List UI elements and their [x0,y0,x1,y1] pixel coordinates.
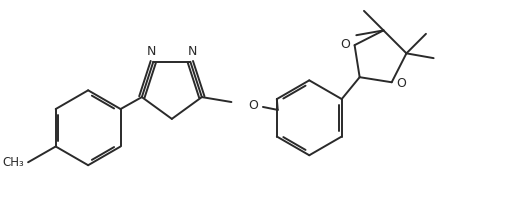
Text: O: O [397,77,407,90]
Text: O: O [340,38,350,51]
Text: N: N [188,45,197,58]
Text: CH₃: CH₃ [3,156,24,169]
Text: N: N [146,45,156,58]
Text: O: O [248,99,258,112]
